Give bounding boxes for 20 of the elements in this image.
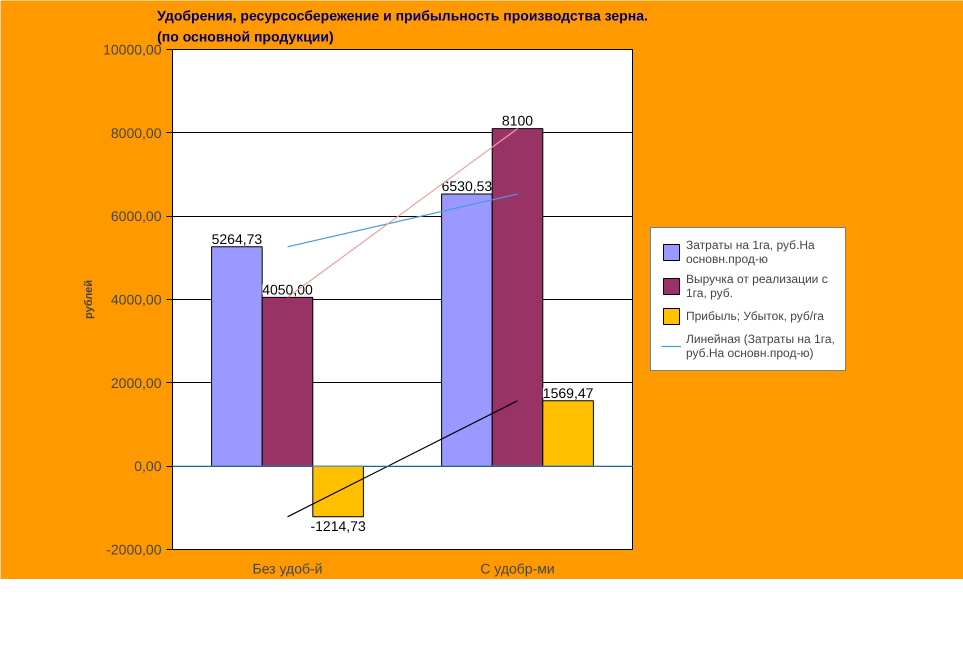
- legend-label: Выручка от реализации с 1га, руб.: [686, 272, 828, 300]
- data-label: 8100: [502, 112, 534, 129]
- chart-title: Удобрения, ресурсосбережение и прибыльность производства зерна. (по основной продукции): [157, 8, 648, 44]
- y-tick-label: 2000,00: [110, 374, 162, 391]
- data-label: 6530,53: [442, 178, 492, 194]
- data-label: 5264,73: [212, 230, 262, 247]
- x-tick-label: Без удоб-й: [252, 560, 322, 576]
- y-tick-label: 8000,00: [110, 124, 162, 141]
- y-tick-label: 4000,00: [110, 292, 162, 308]
- x-tick-label: С удобр-ми: [480, 560, 555, 576]
- y-tick-label: 0,00: [134, 458, 162, 474]
- legend-label: Затраты на 1га, руб.На основн.прод-ю: [686, 238, 815, 266]
- data-label: -1214,73: [310, 518, 366, 534]
- y-tick-label: 6000,00: [110, 208, 162, 224]
- data-label: 4050,00: [262, 281, 314, 298]
- y-tick-label: -2000,00: [106, 542, 162, 558]
- legend-label: Линейная (Затраты на 1га, руб.На основн.прод-ю): [686, 332, 835, 360]
- data-label: 1569,47: [542, 384, 594, 401]
- legend-label: Прибыль; Убыток, руб/га: [686, 309, 824, 323]
- y-axis-title: рублей: [83, 280, 96, 319]
